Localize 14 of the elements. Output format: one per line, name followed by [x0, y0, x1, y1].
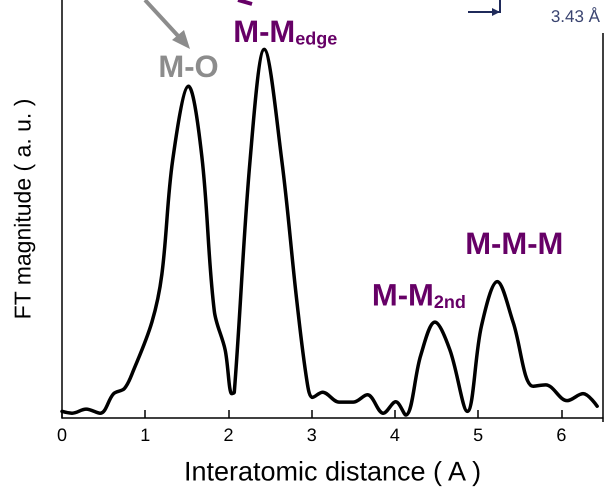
text: 3.43 Å — [550, 7, 601, 26]
x-tick-label: 4 — [390, 425, 400, 445]
x-tick-label: 1 — [140, 425, 150, 445]
x-tick-label: 0 — [56, 425, 68, 445]
annotation: M-M2nd — [372, 278, 466, 313]
x-tick-label: 3 — [306, 425, 317, 445]
annotation: M-O — [158, 48, 219, 84]
x-tick-label: 2 — [223, 425, 234, 445]
x-tick-label: 6 — [556, 425, 566, 445]
x-tick-label: 5 — [473, 425, 484, 445]
x-axis-title: Interatomic distance ( A ) — [184, 456, 482, 486]
annotation: M-M-M — [465, 226, 564, 262]
y-axis-title: FT magnitude ( a. u. ) — [10, 98, 36, 320]
annotation: M-Medge — [233, 14, 338, 49]
